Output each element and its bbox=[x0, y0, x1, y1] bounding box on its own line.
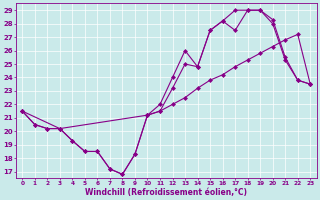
X-axis label: Windchill (Refroidissement éolien,°C): Windchill (Refroidissement éolien,°C) bbox=[85, 188, 247, 197]
